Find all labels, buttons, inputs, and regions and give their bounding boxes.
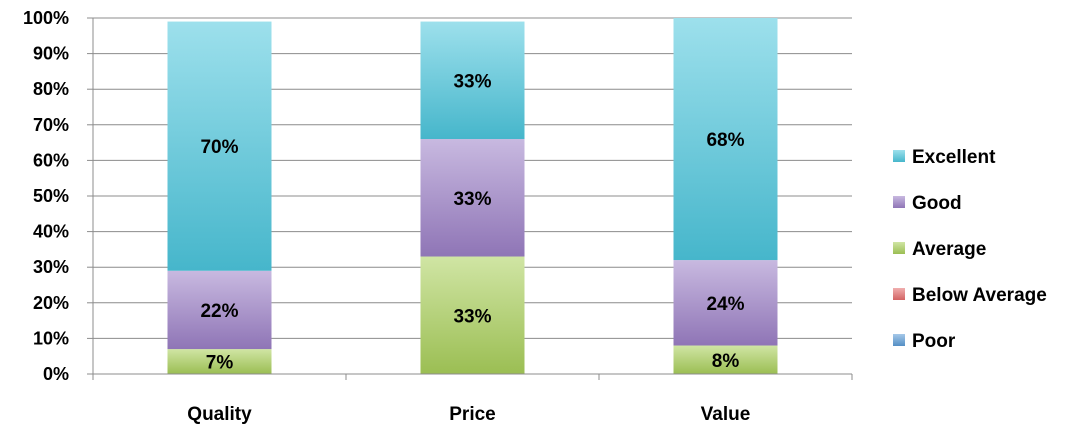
data-labels: 7% 22% 70% 33% 33% 33% 8% 24% 68% (200, 71, 744, 373)
legend-label: Excellent (912, 147, 996, 168)
y-tick-label: 40% (33, 222, 69, 242)
legend-swatch (893, 334, 905, 346)
y-tick-label: 100% (23, 8, 69, 28)
data-label: 22% (200, 301, 238, 322)
data-label: 70% (200, 137, 238, 158)
bar-segment (673, 260, 778, 346)
y-tick-label: 50% (33, 186, 69, 206)
bar-segment (167, 349, 272, 374)
data-label: 7% (206, 353, 234, 374)
y-tick-label: 70% (33, 115, 69, 135)
data-label: 68% (706, 130, 744, 151)
data-label: 24% (706, 294, 744, 315)
y-tick-label: 60% (33, 150, 69, 170)
data-label: 33% (453, 189, 491, 210)
y-tick-label: 30% (33, 257, 69, 277)
legend-label: Below Average (912, 285, 1047, 306)
category-label: Quality (187, 404, 252, 425)
y-tick-label: 20% (33, 293, 69, 313)
legend: Excellent Good Average Below Average Poor (893, 147, 1047, 352)
bar-segment (673, 18, 778, 261)
y-tick-label: 10% (33, 328, 69, 348)
bar-segment (167, 21, 272, 271)
y-tick-label: 0% (43, 364, 69, 384)
y-tick-label: 90% (33, 44, 69, 64)
data-label: 33% (453, 306, 491, 327)
bar-segment (420, 139, 525, 257)
category-label: Value (701, 404, 751, 425)
bars (167, 18, 778, 374)
axes: 0% 10% 20% 30% 40% 50% 60% 70% 80% 90% 100% Quality… (23, 8, 853, 425)
y-tick-label: 80% (33, 79, 69, 99)
legend-swatch (893, 150, 905, 162)
legend-swatch (893, 196, 905, 208)
legend-swatch (893, 288, 905, 300)
bar-segment (420, 21, 525, 140)
data-label: 8% (712, 351, 740, 372)
bar-segment (420, 256, 525, 374)
legend-label: Average (912, 239, 986, 260)
category-label: Price (449, 404, 495, 425)
legend-label: Good (912, 193, 962, 214)
legend-label: Poor (912, 331, 956, 352)
bar-segment (167, 270, 272, 350)
data-label: 33% (453, 71, 491, 92)
legend-swatch (893, 242, 905, 254)
bar-segment (673, 345, 778, 374)
